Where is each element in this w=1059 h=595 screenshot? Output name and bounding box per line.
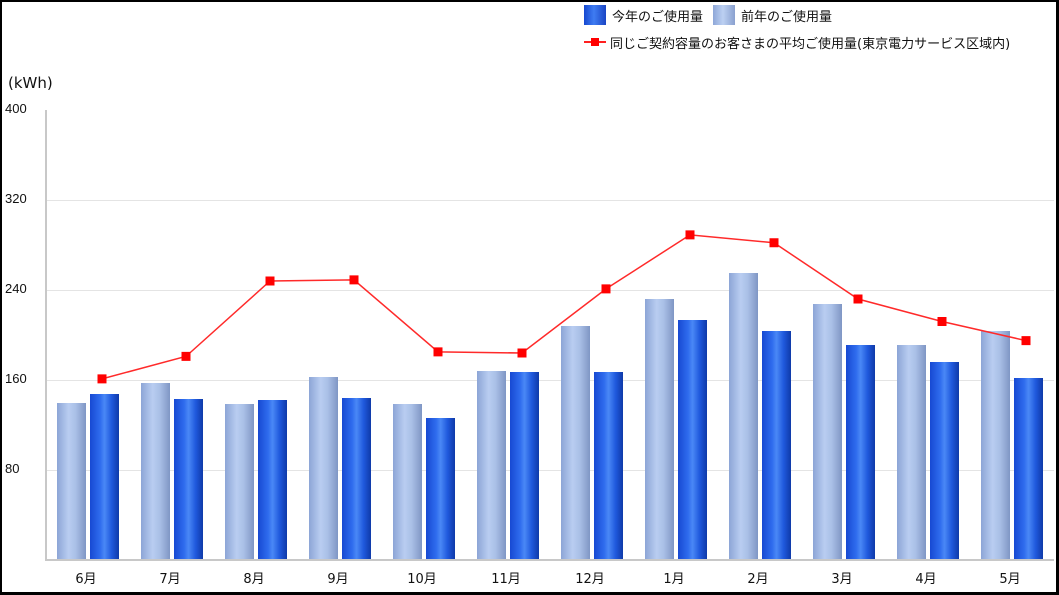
bar-previous-year bbox=[813, 303, 842, 560]
legend-top-row: 今年のご使用量 前年のご使用量 bbox=[584, 5, 832, 25]
x-tick-label: 10月 bbox=[407, 572, 437, 587]
gridline-320 bbox=[46, 200, 1054, 201]
gridline-160 bbox=[46, 380, 1054, 381]
legend-current-label: 今年のご使用量 bbox=[612, 9, 704, 25]
y-tick-80: 80 bbox=[5, 461, 20, 476]
gridline-80 bbox=[46, 470, 1054, 471]
y-tick-400: 400 bbox=[5, 101, 27, 116]
legend-average-marker-icon bbox=[584, 32, 606, 52]
bar-current-year bbox=[510, 372, 539, 560]
bar-current-year bbox=[258, 400, 287, 560]
plot-area bbox=[45, 110, 1054, 561]
bar-previous-year bbox=[309, 376, 338, 560]
x-tick-label: 8月 bbox=[243, 572, 265, 587]
x-tick-label: 9月 bbox=[327, 572, 349, 587]
x-tick-label: 7月 bbox=[159, 572, 181, 587]
bar-current-year bbox=[846, 345, 875, 560]
legend-average-label: 同じご契約容量のお客さまの平均ご使用量(東京電力サービス区域内) bbox=[610, 36, 1011, 52]
average-point-marker bbox=[769, 238, 779, 248]
x-tick-label: 4月 bbox=[915, 572, 937, 587]
y-tick-240: 240 bbox=[5, 281, 27, 296]
bar-previous-year bbox=[561, 326, 590, 560]
x-tick-label: 6月 bbox=[75, 572, 97, 587]
gridline-240 bbox=[46, 290, 1054, 291]
average-point-marker bbox=[349, 275, 359, 285]
bar-current-year bbox=[762, 330, 791, 560]
average-point-marker bbox=[265, 276, 275, 286]
x-tick-label: 12月 bbox=[575, 572, 605, 587]
average-point-marker bbox=[853, 294, 863, 304]
bar-current-year bbox=[1014, 377, 1043, 560]
bar-previous-year bbox=[141, 383, 170, 560]
legend-previous-swatch bbox=[713, 5, 736, 25]
average-point-marker bbox=[1021, 336, 1031, 346]
legend-previous-label: 前年のご使用量 bbox=[741, 9, 833, 25]
average-point-marker bbox=[685, 230, 695, 240]
bar-current-year bbox=[678, 320, 707, 560]
bar-current-year bbox=[930, 362, 959, 560]
y-tick-320: 320 bbox=[5, 191, 27, 206]
average-usage-line bbox=[97, 230, 1031, 384]
y-axis-unit-label: (kWh) bbox=[8, 74, 53, 92]
bar-current-year bbox=[594, 372, 623, 560]
bar-current-year bbox=[174, 399, 203, 560]
bar-current-year bbox=[342, 398, 371, 560]
average-point-marker bbox=[937, 317, 947, 326]
average-point-marker bbox=[181, 351, 191, 361]
bar-previous-year bbox=[897, 345, 926, 560]
x-tick-label: 5月 bbox=[999, 572, 1021, 587]
bar-current-year bbox=[426, 418, 455, 560]
x-tick-label: 11月 bbox=[491, 572, 521, 587]
legend-current-swatch bbox=[584, 5, 606, 25]
x-tick-label: 3月 bbox=[831, 572, 853, 587]
bar-previous-year bbox=[477, 371, 506, 560]
y-axis-line bbox=[45, 110, 47, 561]
bar-previous-year bbox=[393, 403, 422, 560]
average-point-marker bbox=[97, 374, 107, 384]
x-tick-label: 1月 bbox=[663, 572, 685, 587]
x-axis-line bbox=[46, 559, 1054, 561]
bar-previous-year bbox=[225, 403, 254, 560]
legend-bottom-row: 同じご契約容量のお客さまの平均ご使用量(東京電力サービス区域内) bbox=[584, 32, 1010, 52]
bar-previous-year bbox=[57, 402, 86, 560]
average-point-marker bbox=[517, 348, 527, 358]
bar-previous-year bbox=[981, 330, 1010, 560]
average-point-marker bbox=[601, 284, 611, 294]
x-tick-label: 2月 bbox=[747, 572, 769, 587]
average-point-marker bbox=[433, 347, 443, 357]
bar-previous-year bbox=[729, 273, 758, 560]
bar-current-year bbox=[90, 393, 119, 560]
bar-previous-year bbox=[645, 299, 674, 560]
y-tick-160: 160 bbox=[5, 371, 27, 386]
